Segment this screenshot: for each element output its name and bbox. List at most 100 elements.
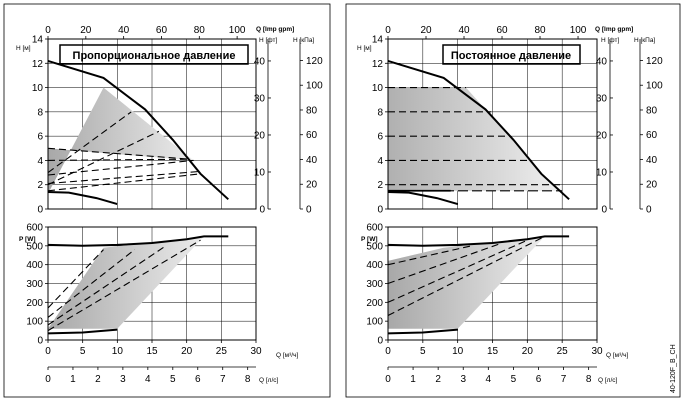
- left-ls-tick-label: 5: [170, 374, 176, 385]
- left-p-control-curve: [47, 239, 201, 332]
- left-h-tick-label: 12: [32, 59, 44, 70]
- left-ft-tick-label: 40: [254, 56, 266, 67]
- right-ft-tick-label: 0: [601, 205, 607, 216]
- right-ft-tick-label: 40: [596, 56, 608, 67]
- left-p-tick-label: 500: [26, 241, 43, 252]
- right-ft-tick-label: 20: [596, 130, 608, 141]
- right-kpa-tick-label: 40: [646, 155, 658, 166]
- right-q-tick-label: 20: [522, 346, 534, 357]
- right-h-min-curve: [387, 191, 458, 206]
- right-ls-tick-label: 7: [561, 374, 567, 385]
- right-h-tick-label: 0: [377, 205, 383, 216]
- left-h-control-curve: [47, 111, 132, 174]
- right-ls-tick-label: 8: [586, 374, 592, 385]
- left-h-tick-label: 10: [32, 83, 44, 94]
- left-p-operating-region: [48, 236, 204, 329]
- right-h-tick-label: 4: [377, 156, 383, 167]
- left-q-tick-label: 5: [80, 346, 86, 357]
- left-chart-title: Пропорциональное давление: [73, 50, 236, 62]
- right-top-tick-label: 80: [534, 25, 546, 36]
- right-top-tick-label: 60: [496, 25, 508, 36]
- left-h-control-curve: [47, 170, 201, 185]
- right-ls-tick-label: 5: [511, 374, 517, 385]
- left-h-tick-label: 6: [37, 132, 43, 143]
- left-h-operating-region: [48, 87, 194, 194]
- left-p-control-curve: [47, 249, 136, 318]
- right-h-tick-label: 10: [372, 83, 384, 94]
- left-ls-tick-label: 6: [195, 374, 201, 385]
- left-kpa-tick-label: 40: [306, 155, 318, 166]
- right-q-ls-label: Q [л/с]: [598, 377, 618, 384]
- right-p-tick-label: 500: [366, 241, 383, 252]
- right-h-tick-label: 12: [372, 59, 384, 70]
- right-p-control-curve: [387, 245, 472, 266]
- right-q-tick-label: 5: [420, 346, 426, 357]
- right-q-tick-label: 30: [591, 346, 603, 357]
- left-h-tick-label: 8: [37, 107, 43, 118]
- right-p-tick-label: 200: [366, 298, 383, 309]
- left-q-tick-label: 20: [181, 346, 193, 357]
- right-ls-tick-label: 0: [385, 374, 391, 385]
- left-p-tick-label: 100: [26, 317, 43, 328]
- left-h-control-curve: [47, 130, 160, 186]
- left-top-tick-label: 20: [80, 25, 92, 36]
- right-top-tick-label: 40: [458, 25, 470, 36]
- left-ls-tick-label: 1: [70, 374, 76, 385]
- left-q-tick-label: 30: [250, 346, 262, 357]
- left-kpa-tick-label: 20: [306, 180, 318, 191]
- left-p-control-curve: [47, 245, 167, 326]
- left-h-control-curve: [47, 173, 201, 192]
- footer-code: 40-120F_B_CH: [670, 344, 677, 393]
- right-q-tick-label: 25: [557, 346, 569, 357]
- left-h-max-curve: [47, 59, 229, 201]
- left-ls-tick-label: 2: [95, 374, 101, 385]
- right-ft-tick-label: 30: [596, 93, 608, 104]
- right-kpa-tick-label: 0: [646, 205, 652, 216]
- right-h-axis-label: H [м]: [357, 45, 372, 52]
- left-kpa-tick-label: 80: [306, 105, 318, 116]
- right-top-tick-label: 20: [420, 25, 432, 36]
- left-ft-tick-label: 0: [259, 205, 265, 216]
- right-ls-tick-label: 4: [486, 374, 492, 385]
- right-top-axis-label: Q [Imp gpm]: [595, 26, 633, 33]
- left-h-axis-label: H [м]: [16, 45, 31, 52]
- right-p-tick-label: 400: [366, 260, 383, 271]
- right-top-tick-label: 0: [385, 25, 391, 36]
- left-ls-tick-label: 7: [220, 374, 226, 385]
- left-q-tick-label: 10: [112, 346, 124, 357]
- right-q-m3-label: Q [м³/ч]: [606, 352, 628, 359]
- right-p-operating-region: [388, 236, 545, 329]
- right-ls-tick-label: 6: [536, 374, 542, 385]
- right-kpa-tick-label: 60: [646, 130, 658, 141]
- right-q-tick-label: 10: [452, 346, 464, 357]
- left-kpa-axis-label: H [кПа]: [293, 37, 314, 44]
- right-ls-tick-label: 1: [410, 374, 416, 385]
- left-ls-tick-label: 8: [245, 374, 251, 385]
- left-p-min-curve: [47, 328, 118, 335]
- left-h-control-curve: [47, 159, 194, 176]
- right-p-control-curve: [387, 243, 500, 285]
- left-ls-tick-label: 4: [145, 374, 151, 385]
- right-ls-tick-label: 2: [435, 374, 441, 385]
- left-top-tick-label: 40: [118, 25, 130, 36]
- right-kpa-tick-label: 80: [646, 105, 658, 116]
- left-h-min-curve: [47, 191, 118, 206]
- left-h-tick-label: 0: [37, 205, 43, 216]
- left-top-tick-label: 0: [45, 25, 51, 36]
- left-h-control-curve: [47, 147, 191, 160]
- right-kpa-tick-label: 100: [646, 81, 663, 92]
- left-q-tick-label: 0: [45, 346, 51, 357]
- right-h-tick-label: 6: [377, 132, 383, 143]
- left-top-tick-label: 100: [229, 25, 246, 36]
- left-kpa-tick-label: 60: [306, 130, 318, 141]
- left-p-axis-label: P [W]: [19, 236, 36, 243]
- right-h-max-curve: [387, 59, 570, 201]
- right-p-control-curve: [387, 235, 546, 316]
- left-ls-tick-label: 0: [45, 374, 51, 385]
- right-panel-frame: [345, 3, 681, 398]
- left-p-tick-label: 200: [26, 298, 43, 309]
- left-kpa-tick-label: 0: [306, 205, 312, 216]
- left-p-max-curve: [47, 235, 229, 247]
